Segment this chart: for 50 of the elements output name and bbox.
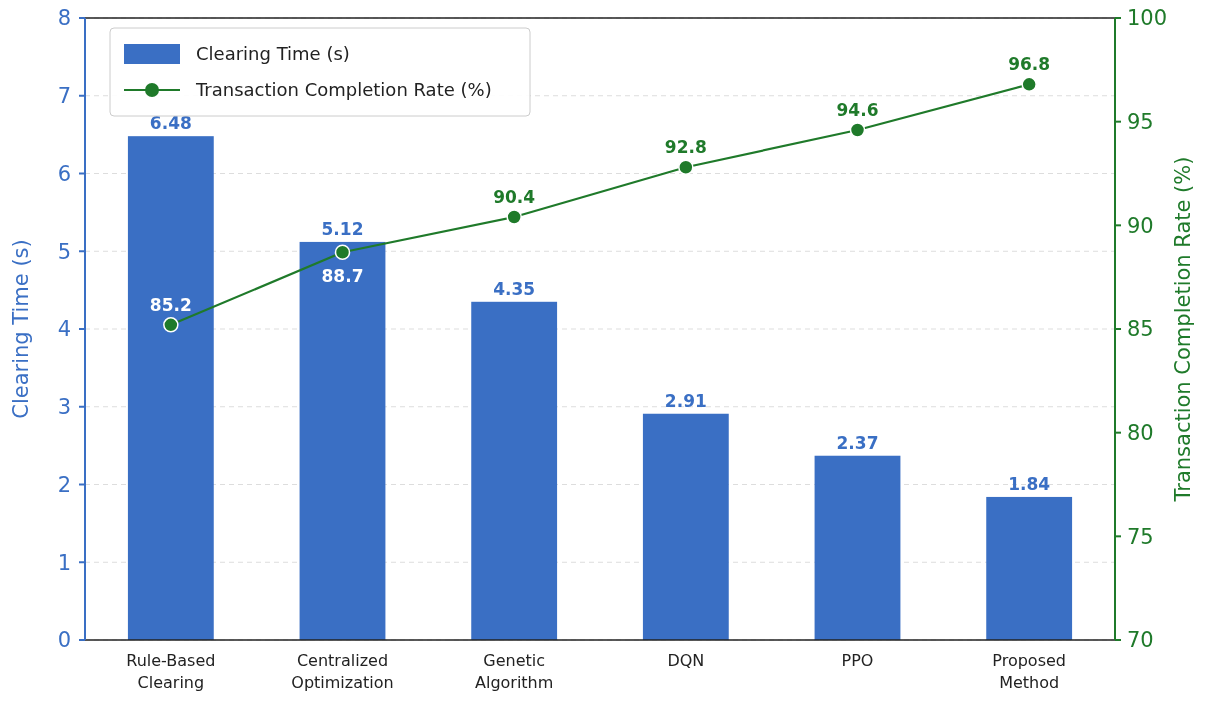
x-tick-label: Centralized Optimization bbox=[291, 651, 394, 692]
point bbox=[849, 122, 866, 138]
data-label: 2.37 bbox=[836, 432, 879, 453]
y-tick-label: 7 bbox=[57, 84, 71, 109]
y-tick-label: 3 bbox=[57, 395, 71, 420]
data-label: 90.4 bbox=[493, 187, 536, 208]
y2-tick-label: 70 bbox=[1127, 628, 1154, 653]
point bbox=[506, 209, 522, 225]
data-label: 85.2 bbox=[149, 294, 192, 315]
data-label: 4.35 bbox=[493, 278, 536, 299]
point bbox=[163, 317, 179, 333]
point bbox=[1021, 76, 1037, 93]
data-label: 2.91 bbox=[664, 390, 707, 411]
bar bbox=[986, 496, 1073, 640]
data-label: 92.8 bbox=[664, 137, 707, 158]
point bbox=[678, 159, 694, 176]
bar bbox=[642, 413, 729, 640]
y-tick-label: 5 bbox=[57, 239, 71, 264]
y2-tick-label: 75 bbox=[1127, 524, 1154, 549]
y2-tick-label: 90 bbox=[1127, 213, 1154, 238]
data-label: 1.84 bbox=[1008, 473, 1051, 494]
bar bbox=[471, 301, 558, 640]
x-tick-label: DQN bbox=[667, 651, 705, 670]
legend-label: Clearing Time (s) bbox=[196, 43, 350, 65]
x-tick-label: Proposed Method bbox=[992, 651, 1066, 692]
y2-tick-label: 100 bbox=[1127, 6, 1168, 31]
bar bbox=[299, 241, 386, 640]
point bbox=[334, 244, 351, 261]
y-tick-label: 2 bbox=[57, 472, 71, 497]
data-label: 94.6 bbox=[836, 99, 879, 120]
y2-tick-label: 85 bbox=[1127, 317, 1154, 342]
x-tick-label: Genetic Algorithm bbox=[474, 651, 554, 692]
y2-tick-label: 80 bbox=[1127, 421, 1154, 446]
y2-axis-title: Transaction Completion Rate (%) bbox=[1171, 156, 1195, 503]
data-label: 96.8 bbox=[1008, 54, 1051, 75]
data-label: 5.12 bbox=[321, 218, 364, 239]
y-tick-label: 4 bbox=[57, 317, 71, 342]
y-tick-label: 8 bbox=[57, 6, 71, 31]
y-axis-title: Clearing Time (s) bbox=[9, 239, 33, 419]
bar bbox=[127, 136, 214, 640]
y2-tick-label: 95 bbox=[1127, 110, 1154, 135]
legend-label: Transaction Completion Rate (%) bbox=[195, 79, 492, 101]
y-tick-label: 1 bbox=[57, 550, 71, 575]
x-tick-label: PPO bbox=[841, 651, 874, 670]
y-tick-label: 0 bbox=[57, 628, 71, 653]
y-tick-label: 6 bbox=[57, 161, 71, 186]
x-tick-label: Rule-Based Clearing bbox=[126, 651, 216, 692]
bar bbox=[814, 455, 901, 640]
data-label: 88.7 bbox=[321, 266, 364, 287]
data-label: 6.48 bbox=[149, 113, 192, 134]
